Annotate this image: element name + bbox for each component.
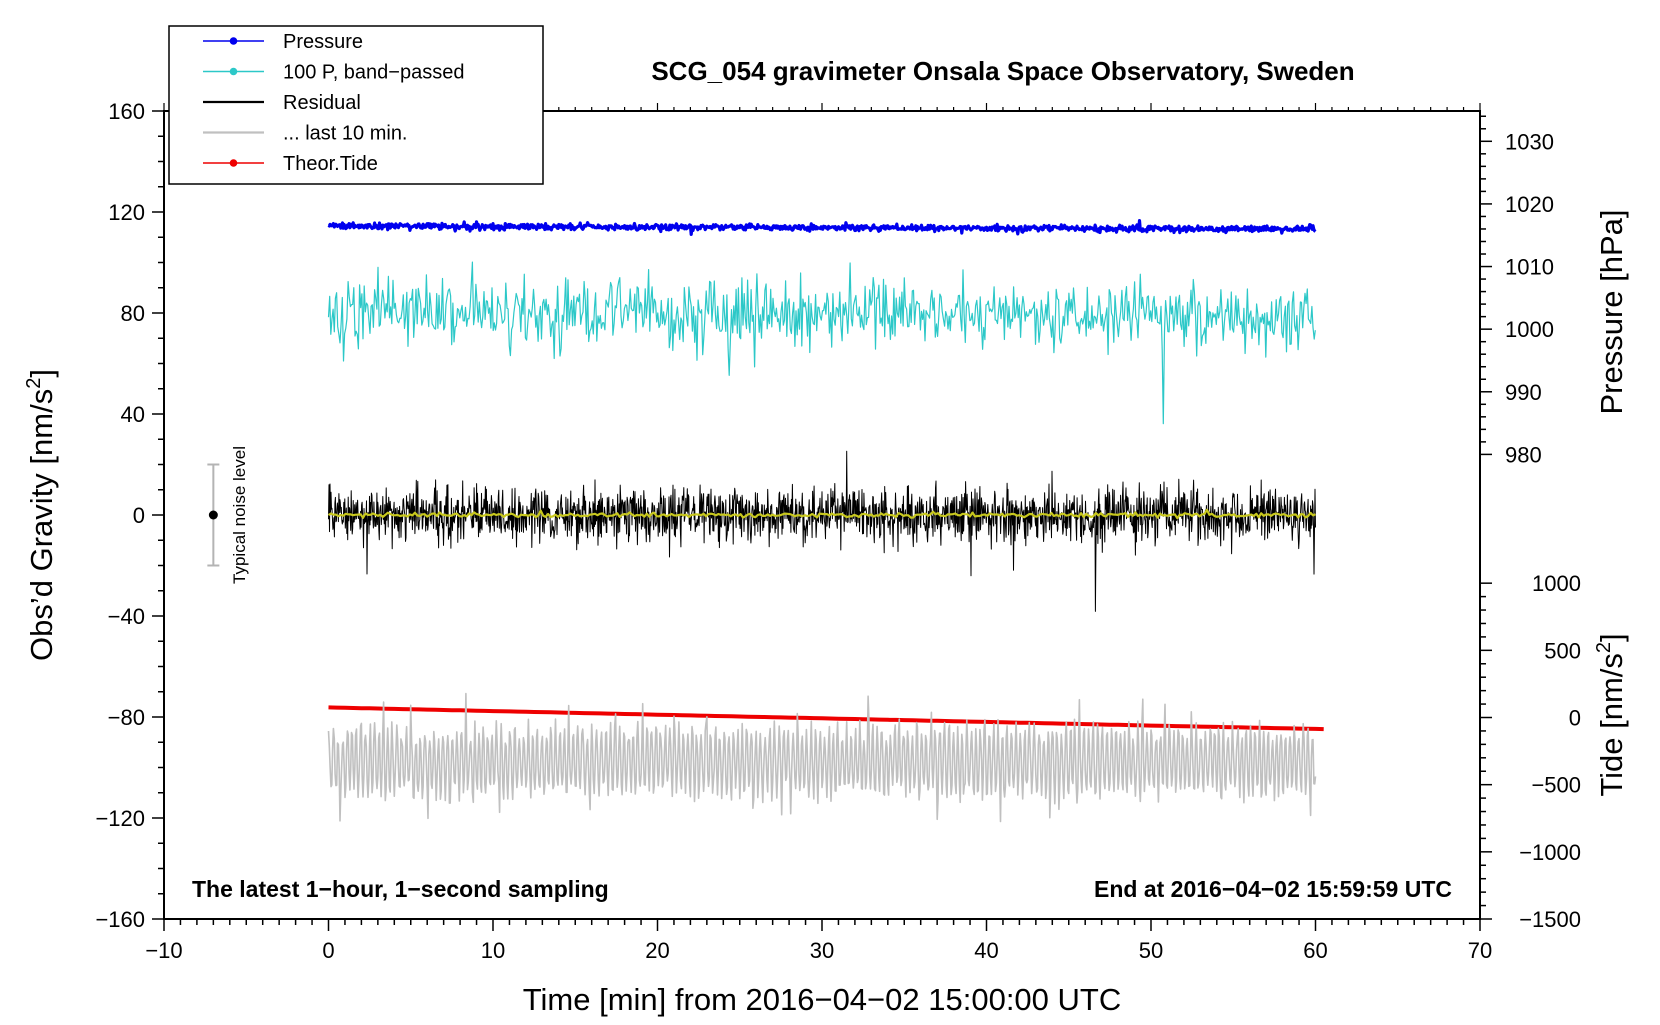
pressure-tick-label: 980 [1505, 442, 1542, 467]
pressure-tick-label: 990 [1505, 380, 1542, 405]
y-axis-title-gravity: Obs’d Gravity [nm/s2] [23, 369, 59, 661]
pressure-tick-label: 1000 [1505, 317, 1554, 342]
legend-box [168, 25, 544, 185]
x-tick-label: 40 [974, 938, 998, 963]
legend-label: 100 P, band−passed [283, 62, 464, 84]
pressure-tick-label: 1020 [1505, 192, 1554, 217]
y-axis-title-gravity-end: ] [24, 369, 59, 378]
legend-item: ... last 10 min. [203, 123, 408, 145]
y-axis-title-tide-exponent: 2 [1593, 642, 1615, 653]
noise-center-dot [208, 510, 218, 520]
x-tick-label: 70 [1468, 938, 1492, 963]
y-tick-label: 160 [108, 99, 145, 124]
y-tick-label: 120 [108, 200, 145, 225]
y-axis-title-tide-end: ] [1594, 633, 1629, 642]
tide-tick-label: −500 [1531, 773, 1581, 798]
x-tick-label: 30 [810, 938, 834, 963]
y-axis-pressure: 980 990 1000 1010 1020 1030 [1480, 115, 1554, 467]
y-axis-gravity: −160 −120 −80 −40 0 40 80 120 160 [95, 99, 164, 932]
y-tick-label: −80 [108, 705, 145, 730]
y-tick-label: 0 [133, 503, 145, 528]
y-tick-label: 40 [121, 402, 145, 427]
legend-items: Pressure 100 P, band−passed Residual ... la… [203, 31, 464, 175]
x-tick-label: 50 [1139, 938, 1163, 963]
tide-tick-label: 0 [1569, 706, 1581, 731]
y-axis-title-pressure: Pressure [hPa] [1594, 209, 1629, 414]
x-axis-title: Time [min] from 2016−04−02 15:00:00 UTC [523, 982, 1122, 1017]
legend-marker [229, 37, 238, 45]
tide-tick-label: 500 [1544, 638, 1581, 663]
series-layer [327, 219, 1324, 823]
x-axis: −10 0 10 20 30 40 50 60 70 [145, 103, 1492, 963]
series-residual-smoothed [327, 508, 1316, 520]
pressure-tick-label: 1010 [1505, 255, 1554, 280]
series-100-p-band-passed [327, 261, 1316, 425]
y-tick-label: −40 [108, 604, 145, 629]
y-tick-label: 80 [121, 301, 145, 326]
legend-item: Residual [203, 92, 361, 114]
legend-label: ... last 10 min. [283, 123, 408, 145]
y-axis-title-gravity-exponent: 2 [23, 378, 45, 389]
noise-indicator [207, 463, 220, 567]
series-pressure [327, 219, 1317, 236]
y-axis-title-tide: Tide [nm/s2] [1593, 633, 1629, 796]
y-tick-label: −160 [95, 907, 145, 932]
tide-tick-label: −1500 [1519, 907, 1581, 932]
legend-marker [229, 67, 238, 76]
chart-title: SCG_054 gravimeter Onsala Space Observat… [651, 56, 1354, 86]
legend-item: Theor.Tide [203, 153, 378, 175]
x-tick-label: 10 [481, 938, 505, 963]
sampling-annotation: The latest 1−hour, 1−second sampling [192, 876, 609, 902]
x-tick-label: 20 [645, 938, 669, 963]
legend-label: Theor.Tide [283, 153, 378, 175]
legend-label: Residual [283, 92, 361, 114]
noise-level-label: Typical noise level [230, 446, 249, 584]
legend-label: Pressure [283, 31, 363, 53]
legend-item: Pressure [203, 31, 363, 53]
tide-tick-label: 1000 [1532, 571, 1581, 596]
pressure-tick-label: 1030 [1505, 129, 1554, 154]
y-axis-tide: −1500 −1000 −500 0 500 1000 [1480, 571, 1581, 932]
x-tick-label: 0 [322, 938, 334, 963]
legend-marker [229, 159, 238, 167]
y-tick-label: −120 [95, 806, 145, 831]
y-axis-title-gravity-main: Obs’d Gravity [nm/s [24, 389, 59, 661]
tide-tick-label: −1000 [1519, 840, 1581, 865]
legend-item: 100 P, band−passed [203, 62, 464, 84]
legend: Pressure 100 P, band−passed Residual ... la… [168, 25, 544, 185]
x-tick-label: −10 [145, 938, 182, 963]
end-time-annotation: End at 2016−04−02 15:59:59 UTC [1094, 876, 1452, 902]
series-last-10-min [327, 692, 1317, 823]
x-tick-label: 60 [1303, 938, 1327, 963]
y-axis-title-tide-main: Tide [nm/s [1594, 653, 1629, 797]
series-theor-tide [328, 705, 1324, 732]
